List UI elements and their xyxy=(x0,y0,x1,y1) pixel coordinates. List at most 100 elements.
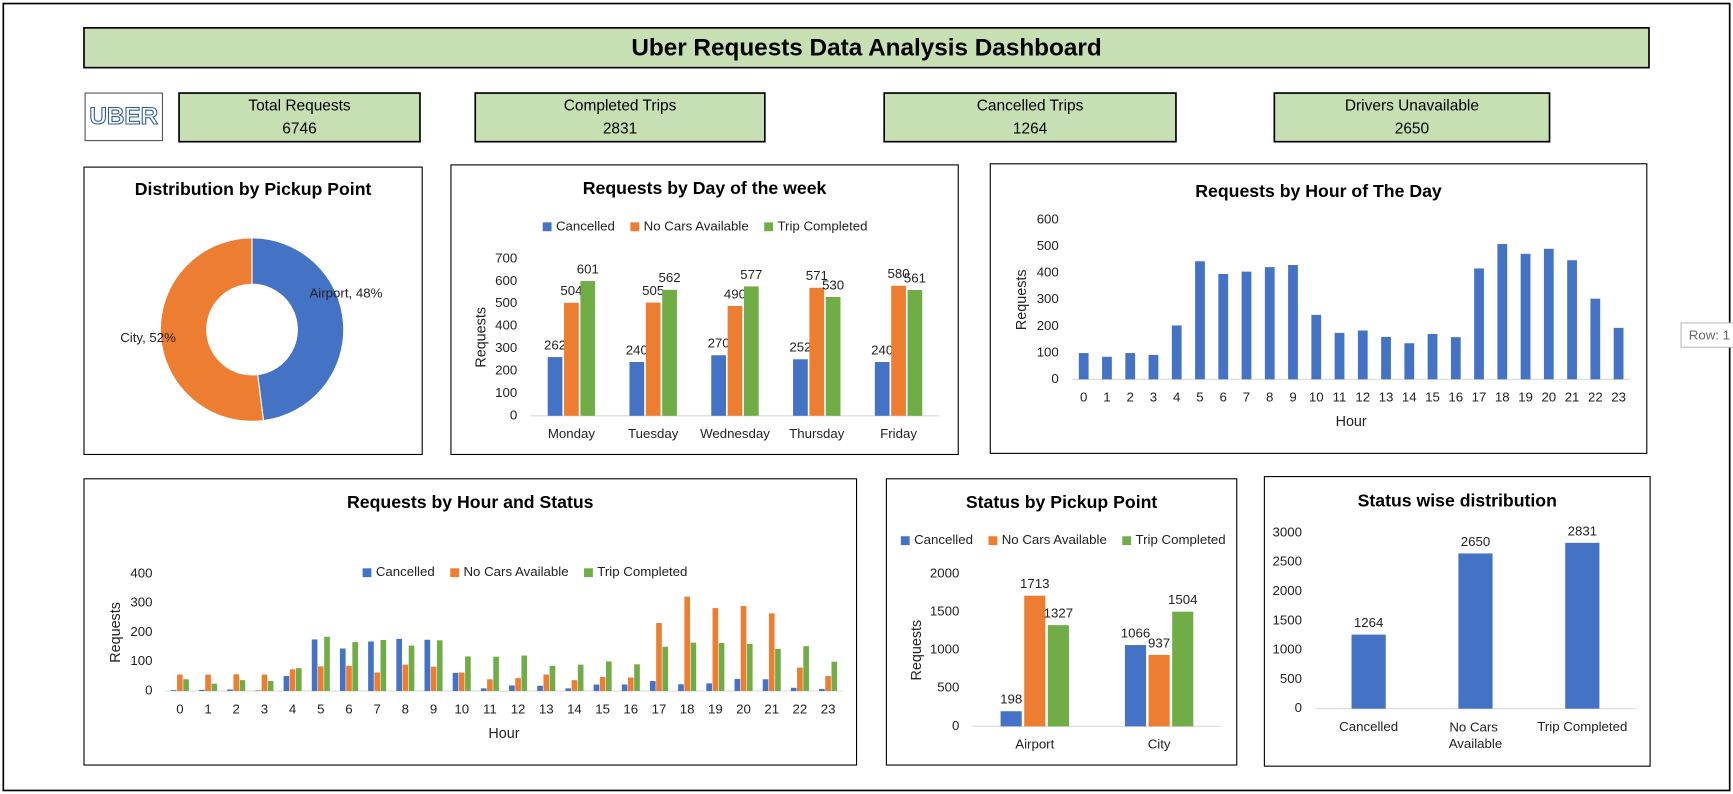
x-tick-label: 5 xyxy=(317,701,324,716)
data-label: 561 xyxy=(904,270,926,285)
x-tick-label: No Cars Available xyxy=(1449,719,1503,751)
x-tick-label: 21 xyxy=(764,701,779,716)
legend-swatch xyxy=(1122,536,1132,546)
bar xyxy=(436,640,443,691)
bar xyxy=(430,666,437,691)
y-tick-label: 600 xyxy=(1037,212,1059,227)
bar xyxy=(1102,356,1112,380)
data-label: 240 xyxy=(871,342,893,357)
kpi-card xyxy=(1273,92,1551,143)
bar xyxy=(458,672,465,691)
bar xyxy=(1381,336,1391,380)
chart-panel xyxy=(989,163,1648,454)
x-tick-label: 10 xyxy=(454,701,469,716)
kpi-label: Cancelled Trips xyxy=(977,97,1084,114)
y-tick-label: 2000 xyxy=(1272,583,1301,598)
bar xyxy=(1404,343,1415,380)
chart-panel xyxy=(450,164,959,456)
legend-label: Cancelled xyxy=(376,564,435,579)
bar xyxy=(793,359,808,416)
bar xyxy=(1218,274,1229,380)
x-tick-label: Airport xyxy=(1015,737,1054,752)
y-axis-label: Requests xyxy=(1014,269,1030,330)
bar xyxy=(891,285,906,416)
data-label: 198 xyxy=(1000,692,1022,707)
bar xyxy=(797,667,803,691)
bar xyxy=(515,678,521,691)
bar xyxy=(803,646,809,691)
chart-title: Requests by Day of the week xyxy=(583,178,827,198)
bar xyxy=(346,665,352,691)
legend-label: No Cars Available xyxy=(463,564,568,579)
x-tick-label: 0 xyxy=(176,701,183,716)
chart-title: Status wise distribution xyxy=(1358,491,1557,511)
chart-panel xyxy=(83,478,858,766)
legend-label: No Cars Available xyxy=(1002,532,1107,547)
y-tick-label: 100 xyxy=(495,385,517,400)
data-label: 505 xyxy=(642,283,664,298)
kpi-card xyxy=(883,92,1177,143)
data-label: 1327 xyxy=(1044,606,1073,621)
y-tick-label: 600 xyxy=(495,273,517,288)
bar xyxy=(1124,645,1147,727)
x-tick-label: 9 xyxy=(1289,390,1296,405)
bar xyxy=(656,623,662,691)
bar xyxy=(368,641,374,691)
bar xyxy=(678,684,684,691)
bar xyxy=(521,655,528,691)
bar xyxy=(465,656,471,691)
bar xyxy=(1172,611,1194,727)
x-tick-label: 23 xyxy=(1611,390,1626,405)
bar xyxy=(1543,248,1554,380)
y-axis-label: Requests xyxy=(909,620,925,681)
bar xyxy=(1351,634,1386,709)
legend-label: Cancelled xyxy=(556,218,615,233)
x-tick-label: 16 xyxy=(1448,390,1463,405)
bar xyxy=(1148,354,1159,380)
bar xyxy=(629,361,645,416)
bar xyxy=(599,676,606,691)
bar xyxy=(549,665,556,691)
bar xyxy=(907,290,923,416)
data-label: 571 xyxy=(806,268,828,283)
data-label: 1264 xyxy=(1354,615,1383,630)
bar xyxy=(295,668,302,691)
x-tick-label: 22 xyxy=(793,701,808,716)
bar xyxy=(819,688,825,691)
bar xyxy=(396,638,402,691)
x-tick-label: 6 xyxy=(1220,390,1227,405)
tooltip: Row: 1 xyxy=(1689,328,1730,343)
bar xyxy=(199,689,205,691)
x-tick-label: Tuesday xyxy=(628,426,679,441)
data-label: 601 xyxy=(577,261,599,276)
bar xyxy=(734,678,741,691)
y-tick-label: 400 xyxy=(130,565,152,580)
x-tick-label: 11 xyxy=(483,701,497,716)
data-label: 1066 xyxy=(1121,626,1150,641)
data-label: 577 xyxy=(740,267,762,282)
bar xyxy=(177,674,183,691)
legend-label: Trip Completed xyxy=(1136,532,1226,547)
bar xyxy=(509,685,515,691)
y-tick-label: 2000 xyxy=(930,565,959,580)
header-box xyxy=(83,27,1650,69)
y-tick-label: 400 xyxy=(495,318,517,333)
bar xyxy=(283,676,290,691)
y-tick-label: 500 xyxy=(1280,671,1302,686)
bar xyxy=(1565,542,1600,709)
tooltip-box xyxy=(1680,322,1733,348)
y-tick-label: 0 xyxy=(1295,700,1302,715)
x-tick-label: 2 xyxy=(233,701,240,716)
bar xyxy=(775,648,781,691)
bar xyxy=(662,646,669,691)
y-tick-label: 1000 xyxy=(930,642,959,657)
x-tick-label: 7 xyxy=(1243,390,1250,405)
bar xyxy=(825,676,831,691)
y-tick-label: 200 xyxy=(1037,318,1059,333)
y-tick-label: 100 xyxy=(1037,344,1059,359)
bar xyxy=(537,685,543,691)
bar xyxy=(571,680,578,691)
x-tick-label: 3 xyxy=(261,701,268,716)
x-tick-label: 12 xyxy=(1355,390,1370,405)
